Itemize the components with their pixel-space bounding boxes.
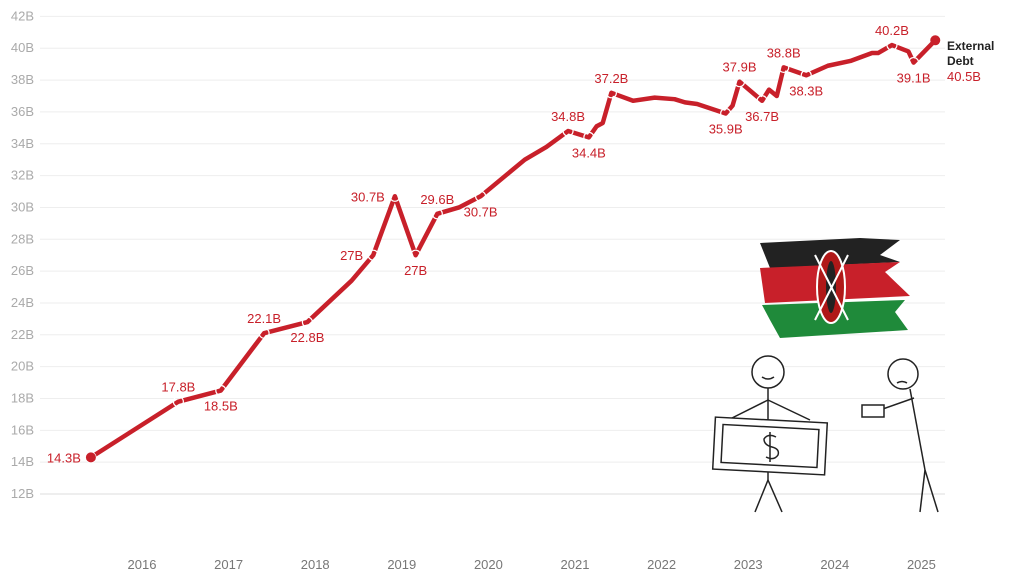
y-tick-label: 32B [11, 168, 34, 183]
data-point-marker [605, 87, 617, 99]
x-tick-label: 2024 [820, 557, 849, 572]
y-tick-label: 36B [11, 104, 34, 119]
series-name-label: External Debt [947, 39, 994, 68]
data-point-marker [301, 316, 314, 328]
y-tick-label: 20B [11, 359, 34, 374]
stick-figure-with-money [711, 355, 829, 513]
data-label: 38.8B [767, 45, 801, 60]
x-tick-label: 2019 [387, 557, 416, 572]
data-label: 34.4B [572, 145, 606, 160]
series-end-value-label: 40.5B [947, 69, 981, 84]
data-point-marker [756, 95, 768, 107]
data-point-marker [258, 327, 270, 339]
data-label: 35.9B [709, 122, 743, 137]
data-point-marker [215, 384, 227, 397]
data-point-marker [172, 396, 184, 408]
y-tick-label: 40B [11, 40, 34, 55]
data-label: 29.6B [420, 192, 454, 207]
x-tick-label: 2018 [301, 557, 330, 572]
data-label: 36.7B [745, 109, 779, 124]
data-point-marker [410, 249, 422, 261]
series-name-part: External [947, 39, 994, 53]
x-tick-label: 2022 [647, 557, 676, 572]
data-point-marker [367, 249, 379, 261]
series-line-external-debt [88, 38, 938, 460]
start-point-marker [85, 452, 96, 463]
data-label: 40.2B [875, 23, 909, 38]
y-tick-label: 22B [11, 327, 34, 342]
y-axis: 12B 14B 16B 18B 20B 22B 24B 26B 28B 30B 32B 34B 36B 3… [11, 8, 34, 501]
data-markers [85, 35, 941, 463]
y-tick-label: 38B [11, 72, 34, 87]
illustration [711, 238, 939, 513]
data-point-marker [475, 190, 487, 202]
data-label: 38.3B [789, 83, 823, 98]
data-point-marker [778, 61, 790, 73]
data-label: 22.1B [247, 311, 281, 326]
data-point-marker [389, 190, 401, 202]
end-point-marker [930, 35, 941, 46]
y-tick-label: 42B [11, 8, 34, 23]
data-point-marker [886, 39, 898, 51]
data-label: 39.1B [897, 71, 931, 86]
data-point-marker [562, 125, 574, 137]
stick-figure-sad [861, 358, 939, 513]
data-label: 30.7B [464, 204, 498, 219]
data-label: 22.8B [290, 330, 324, 345]
data-labels: 14.3B 17.8B 18.5B 22.1B 22.8B 27B 30.7B 27B 29.6… [47, 23, 931, 465]
y-tick-label: 26B [11, 263, 34, 278]
y-tick-label: 24B [11, 295, 34, 310]
data-label: 37.9B [723, 60, 757, 75]
data-label: 27B [404, 263, 427, 278]
data-label: 17.8B [161, 380, 195, 395]
x-tick-label: 2020 [474, 557, 503, 572]
data-label: 14.3B [47, 450, 81, 465]
y-tick-label: 14B [11, 454, 34, 469]
data-label: 30.7B [351, 189, 385, 204]
x-tick-label: 2021 [561, 557, 590, 572]
y-tick-label: 34B [11, 136, 34, 151]
data-label: 34.8B [551, 109, 585, 124]
grid [40, 15, 945, 495]
data-label: 37.2B [594, 71, 628, 86]
y-tick-label: 30B [11, 199, 34, 214]
data-point-marker [908, 56, 920, 69]
y-tick-label: 28B [11, 231, 34, 246]
x-tick-label: 2025 [907, 557, 936, 572]
data-point-marker [720, 107, 732, 120]
data-label: 18.5B [204, 399, 238, 414]
data-point-marker [733, 76, 746, 88]
y-tick-label: 16B [11, 422, 34, 437]
data-point-marker [800, 69, 812, 81]
y-tick-label: 18B [11, 390, 34, 405]
x-tick-label: 2023 [734, 557, 763, 572]
kenya-flag [760, 238, 910, 338]
x-tick-label: 2017 [214, 557, 243, 572]
y-tick-label: 12B [11, 486, 34, 501]
series-name-part: Debt [947, 54, 974, 68]
data-point-marker [583, 131, 595, 143]
x-axis: 2016 2017 2018 2019 2020 2021 2022 2023 2024 2025 [128, 557, 936, 572]
data-point-marker [431, 208, 443, 220]
x-tick-label: 2016 [128, 557, 157, 572]
data-label: 27B [340, 248, 363, 263]
